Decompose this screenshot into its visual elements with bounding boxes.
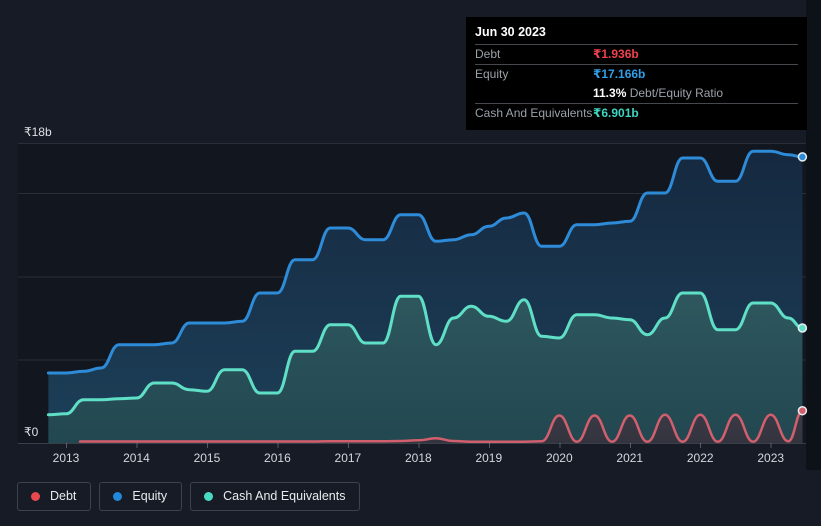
x-axis-label-2019: 2019 <box>475 451 502 465</box>
debt-equity-ratio: 11.3% Debt/Equity Ratio <box>593 86 723 101</box>
equity-label: Equity <box>475 67 509 81</box>
x-axis-label-2015: 2015 <box>194 451 221 465</box>
tooltip-row-debt: Debt ₹1.936b <box>475 45 798 65</box>
x-axis-label-2021: 2021 <box>616 451 643 465</box>
legend-item-debt[interactable]: Debt <box>17 482 92 511</box>
equity-value: ₹17.166b <box>593 67 646 81</box>
x-axis-label-2020: 2020 <box>546 451 573 465</box>
legend-item-equity[interactable]: Equity <box>99 482 183 511</box>
x-axis-label-2013: 2013 <box>53 451 80 465</box>
x-axis-label-2018: 2018 <box>405 451 432 465</box>
y-axis-zero-label: ₹0 <box>24 425 39 439</box>
debt-label: Debt <box>475 47 501 61</box>
y-axis-max-label: ₹18b <box>24 125 52 139</box>
equity-series-dot <box>113 492 123 501</box>
tooltip-row-cash: Cash And Equivalents ₹6.901b <box>475 104 798 123</box>
x-axis-label-2016: 2016 <box>264 451 291 465</box>
legend-label-equity: Equity <box>132 489 168 503</box>
legend-item-cash[interactable]: Cash And Equivalents <box>190 482 361 511</box>
tooltip-row-equity: Equity ₹17.166b <box>475 65 798 84</box>
x-axis-label-2023: 2023 <box>757 451 784 465</box>
cash-series-dot <box>204 492 214 501</box>
x-axis-label-2014: 2014 <box>123 451 150 465</box>
ratio-value: 11.3% <box>593 86 627 100</box>
legend-label-debt: Debt <box>50 489 77 503</box>
legend-label-cash: Cash And Equivalents <box>223 489 346 503</box>
cash-value: ₹6.901b <box>593 106 639 120</box>
debt-value: ₹1.936b <box>593 47 639 61</box>
chart-tooltip: Jun 30 2023 Debt ₹1.936b Equity ₹17.166b… <box>466 17 807 130</box>
chart-legend: Debt Equity Cash And Equivalents <box>17 482 361 511</box>
debt-series-dot <box>31 492 40 501</box>
tooltip-date: Jun 30 2023 <box>475 22 798 45</box>
tooltip-row-ratio: 11.3% Debt/Equity Ratio <box>475 84 798 104</box>
ratio-label: Debt/Equity Ratio <box>629 86 724 100</box>
x-axis-label-2017: 2017 <box>335 451 362 465</box>
x-axis-label-2022: 2022 <box>687 451 714 465</box>
cash-label: Cash And Equivalents <box>475 106 593 120</box>
